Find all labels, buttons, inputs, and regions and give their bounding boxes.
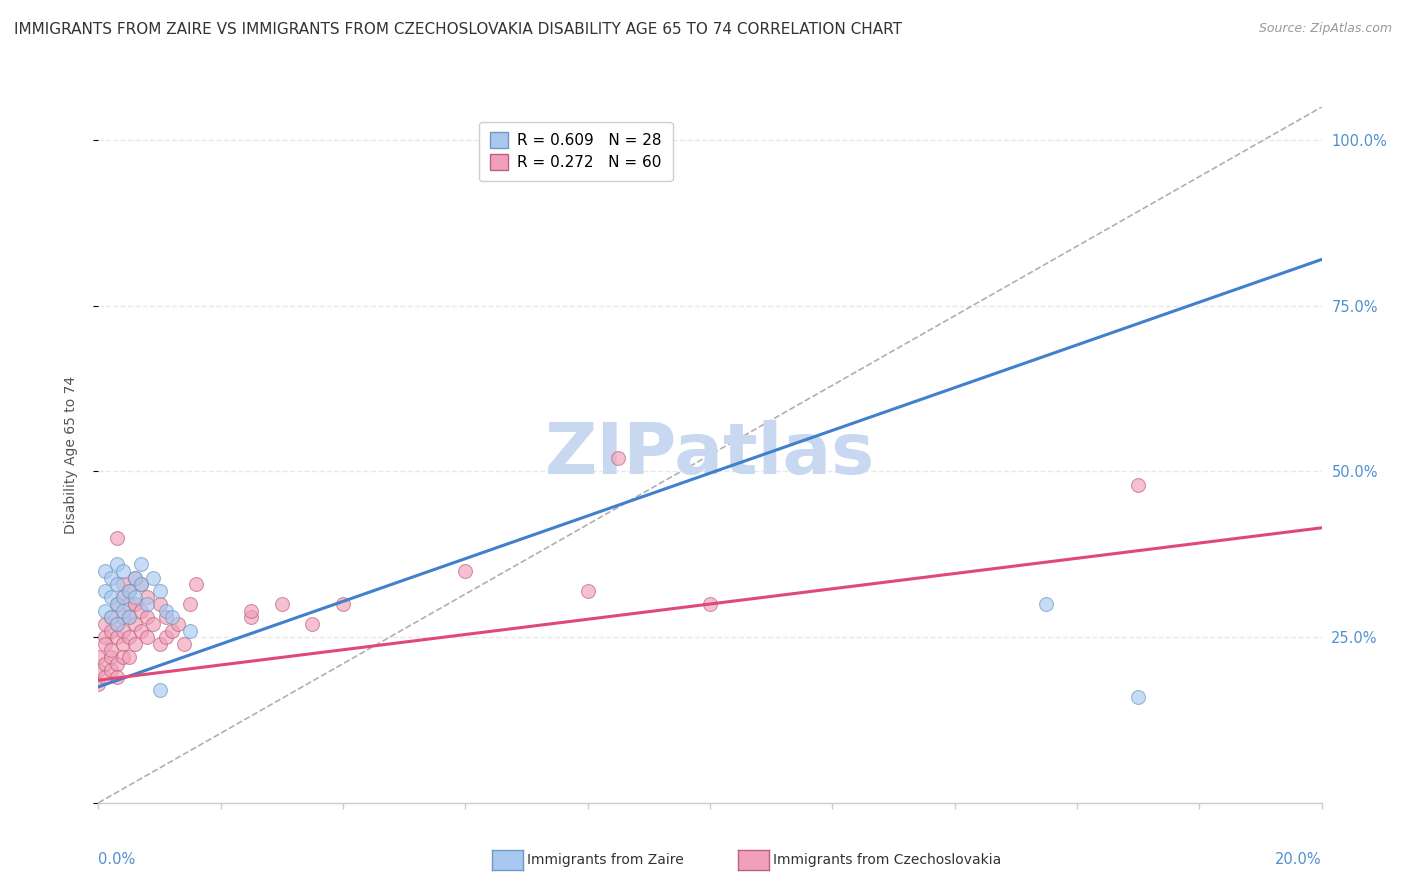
Legend: R = 0.609   N = 28, R = 0.272   N = 60: R = 0.609 N = 28, R = 0.272 N = 60 bbox=[479, 121, 672, 181]
Point bbox=[100, 591, 122, 605]
Point bbox=[124, 597, 146, 611]
Point bbox=[136, 597, 159, 611]
Point bbox=[142, 570, 165, 584]
Point bbox=[100, 570, 122, 584]
Point bbox=[124, 637, 146, 651]
Point bbox=[129, 577, 152, 591]
Point bbox=[111, 604, 134, 618]
Point bbox=[105, 577, 128, 591]
Point bbox=[699, 597, 721, 611]
Point bbox=[105, 616, 128, 631]
Point bbox=[136, 610, 159, 624]
Point bbox=[332, 597, 354, 611]
Point bbox=[105, 670, 128, 684]
Point bbox=[93, 616, 115, 631]
Point bbox=[160, 610, 183, 624]
Text: IMMIGRANTS FROM ZAIRE VS IMMIGRANTS FROM CZECHOSLOVAKIA DISABILITY AGE 65 TO 74 : IMMIGRANTS FROM ZAIRE VS IMMIGRANTS FROM… bbox=[14, 22, 903, 37]
Point bbox=[124, 616, 146, 631]
Text: Immigrants from Czechoslovakia: Immigrants from Czechoslovakia bbox=[773, 853, 1001, 867]
Point bbox=[118, 583, 141, 598]
Point bbox=[576, 583, 599, 598]
Point bbox=[93, 670, 115, 684]
Point bbox=[111, 650, 134, 665]
Text: 20.0%: 20.0% bbox=[1275, 852, 1322, 866]
Point bbox=[136, 630, 159, 644]
Point bbox=[454, 564, 477, 578]
Point bbox=[118, 650, 141, 665]
Point bbox=[136, 591, 159, 605]
Point bbox=[118, 630, 141, 644]
Point bbox=[155, 604, 177, 618]
Point bbox=[301, 616, 323, 631]
Point bbox=[111, 610, 134, 624]
Text: ZIPatlas: ZIPatlas bbox=[546, 420, 875, 490]
Point bbox=[1035, 597, 1057, 611]
Point bbox=[93, 657, 115, 671]
Point bbox=[1128, 690, 1150, 704]
Point bbox=[100, 610, 122, 624]
Point bbox=[118, 583, 141, 598]
Point bbox=[124, 570, 146, 584]
Point bbox=[105, 616, 128, 631]
Point bbox=[105, 531, 128, 545]
Point bbox=[111, 577, 134, 591]
Point bbox=[111, 591, 134, 605]
Point bbox=[87, 650, 110, 665]
Point bbox=[142, 616, 165, 631]
Point bbox=[607, 451, 630, 466]
Point bbox=[118, 597, 141, 611]
Point bbox=[100, 663, 122, 677]
Point bbox=[111, 564, 134, 578]
Point bbox=[93, 630, 115, 644]
Point bbox=[105, 657, 128, 671]
Text: Immigrants from Zaire: Immigrants from Zaire bbox=[527, 853, 683, 867]
Point bbox=[118, 610, 141, 624]
Point bbox=[186, 577, 208, 591]
Point bbox=[129, 558, 152, 572]
Point bbox=[100, 643, 122, 657]
Point bbox=[105, 597, 128, 611]
Point bbox=[105, 558, 128, 572]
Point bbox=[87, 676, 110, 690]
Point bbox=[155, 610, 177, 624]
Point bbox=[129, 604, 152, 618]
Point bbox=[1128, 477, 1150, 491]
Point bbox=[105, 597, 128, 611]
Y-axis label: Disability Age 65 to 74: Disability Age 65 to 74 bbox=[63, 376, 77, 534]
Point bbox=[124, 591, 146, 605]
Point bbox=[149, 583, 172, 598]
Point bbox=[100, 610, 122, 624]
Point bbox=[240, 610, 263, 624]
Point bbox=[93, 583, 115, 598]
Point bbox=[179, 624, 201, 638]
Point bbox=[111, 637, 134, 651]
Point bbox=[173, 637, 195, 651]
Point bbox=[124, 570, 146, 584]
Text: Source: ZipAtlas.com: Source: ZipAtlas.com bbox=[1258, 22, 1392, 36]
Point bbox=[129, 624, 152, 638]
Point bbox=[160, 624, 183, 638]
Point bbox=[149, 597, 172, 611]
Point bbox=[270, 597, 292, 611]
Point bbox=[179, 597, 201, 611]
Point bbox=[167, 616, 190, 631]
Point bbox=[105, 630, 128, 644]
Point bbox=[240, 604, 263, 618]
Point bbox=[93, 604, 115, 618]
Point bbox=[93, 637, 115, 651]
Text: 0.0%: 0.0% bbox=[98, 852, 135, 866]
Point bbox=[111, 624, 134, 638]
Point bbox=[149, 637, 172, 651]
Point bbox=[149, 683, 172, 698]
Point bbox=[129, 577, 152, 591]
Point bbox=[100, 650, 122, 665]
Point bbox=[93, 564, 115, 578]
Point bbox=[118, 610, 141, 624]
Point bbox=[100, 624, 122, 638]
Point bbox=[111, 591, 134, 605]
Point bbox=[155, 630, 177, 644]
Point bbox=[87, 663, 110, 677]
